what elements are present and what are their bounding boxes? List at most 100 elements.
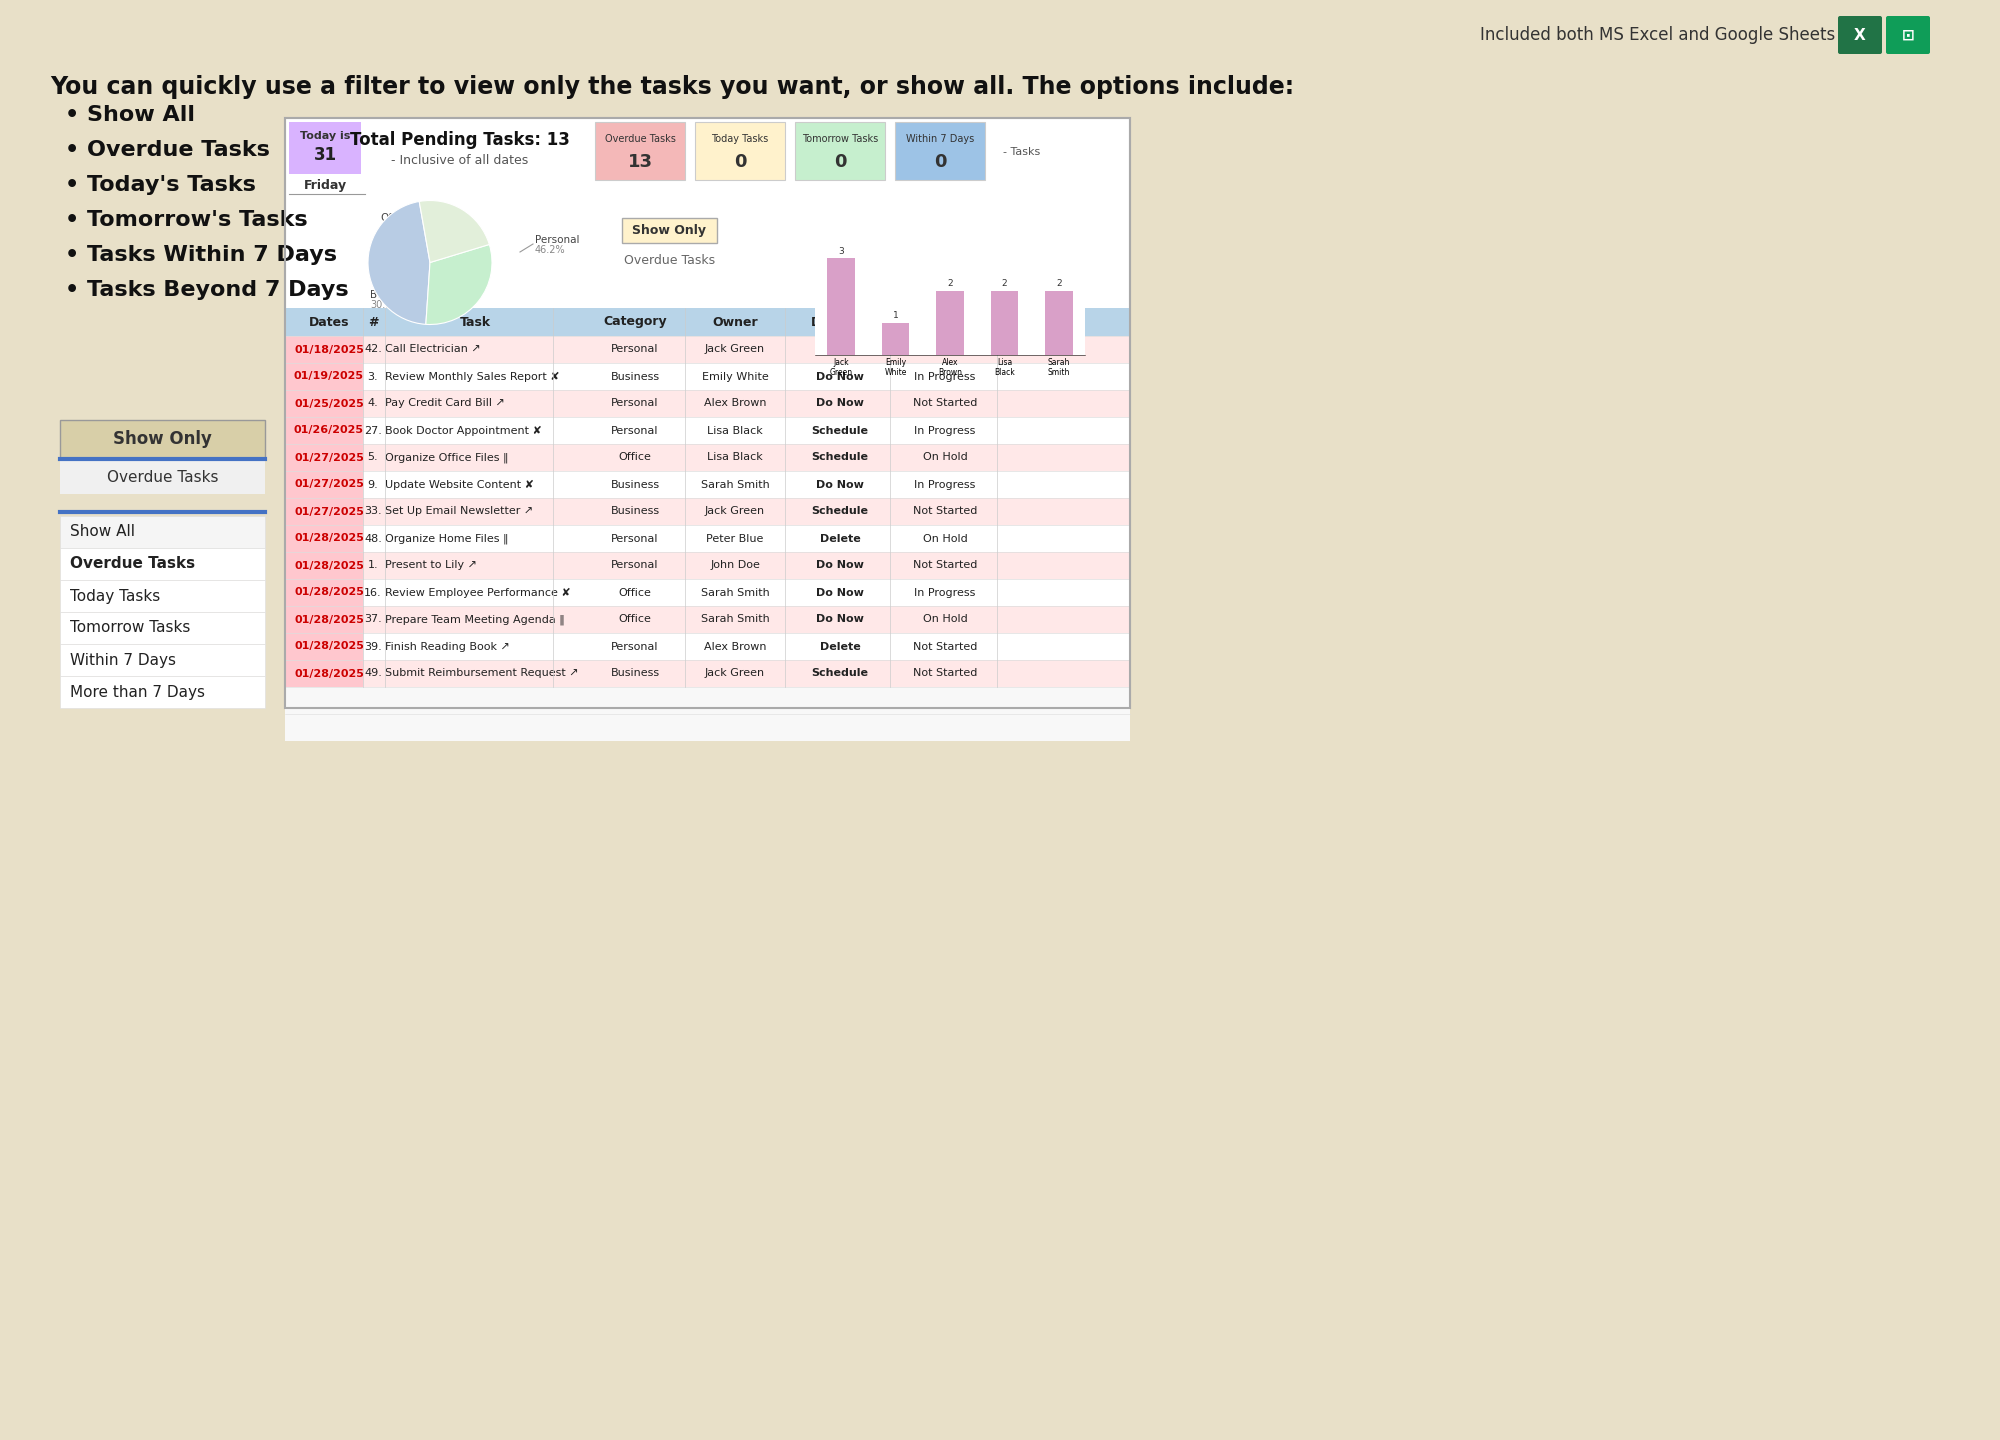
Text: 1.: 1. — [368, 560, 378, 570]
Text: 31: 31 — [314, 145, 336, 164]
Text: Jack Green: Jack Green — [704, 668, 766, 678]
Text: 01/28/2025: 01/28/2025 — [294, 588, 364, 598]
Text: Finish Reading Book ↗︎: Finish Reading Book ↗︎ — [384, 641, 510, 651]
Bar — [60, 644, 264, 675]
Text: 33.: 33. — [364, 507, 382, 517]
Text: Office: Office — [380, 213, 410, 223]
Text: Office: Office — [618, 452, 652, 462]
Text: 01/27/2025: 01/27/2025 — [294, 452, 364, 462]
Text: Organize Home Files ‖: Organize Home Files ‖ — [384, 533, 508, 544]
Bar — [286, 418, 364, 444]
Text: Prepare Team Meeting Agenda ‖: Prepare Team Meeting Agenda ‖ — [384, 615, 564, 625]
Text: • Tasks Beyond 7 Days: • Tasks Beyond 7 Days — [64, 279, 348, 300]
Text: Do Now: Do Now — [816, 560, 864, 570]
Text: 46.2%: 46.2% — [536, 245, 566, 255]
Text: Show Only: Show Only — [632, 225, 706, 238]
Text: 01/28/2025: 01/28/2025 — [294, 615, 364, 625]
Text: 9.: 9. — [368, 480, 378, 490]
Text: Not Started: Not Started — [912, 668, 978, 678]
Text: Business: Business — [370, 289, 416, 300]
Text: Submit Reimbursement Request ↗︎: Submit Reimbursement Request ↗︎ — [384, 668, 578, 678]
Text: 01/27/2025: 01/27/2025 — [294, 507, 364, 517]
Text: 3: 3 — [838, 246, 844, 256]
Text: 0: 0 — [734, 153, 746, 171]
Bar — [286, 363, 364, 390]
Text: Do Now: Do Now — [816, 399, 864, 409]
Text: 1: 1 — [892, 311, 898, 320]
Text: Not Started: Not Started — [912, 641, 978, 651]
Text: Business: Business — [610, 507, 660, 517]
Text: Personal: Personal — [612, 533, 658, 543]
Bar — [364, 336, 1130, 363]
Bar — [286, 498, 364, 526]
Text: Personal: Personal — [612, 425, 658, 435]
Text: • Overdue Tasks: • Overdue Tasks — [64, 140, 270, 160]
Text: 23.1%: 23.1% — [380, 223, 410, 233]
Text: 4.: 4. — [368, 399, 378, 409]
Bar — [828, 258, 854, 356]
Wedge shape — [426, 245, 492, 324]
Text: In Progress: In Progress — [914, 480, 976, 490]
Text: Today Tasks: Today Tasks — [70, 589, 160, 603]
Bar — [364, 552, 1130, 579]
Bar — [364, 498, 1130, 526]
Bar — [286, 471, 364, 498]
Text: Do Now: Do Now — [816, 480, 864, 490]
Text: 3.: 3. — [368, 372, 378, 382]
Text: Set Up Email Newsletter ↗︎: Set Up Email Newsletter ↗︎ — [384, 507, 534, 517]
Bar — [364, 579, 1130, 606]
Text: Schedule: Schedule — [812, 668, 868, 678]
Bar — [896, 122, 984, 180]
Bar — [60, 420, 264, 458]
Text: Review Monthly Sales Report ✘: Review Monthly Sales Report ✘ — [384, 372, 560, 382]
Bar — [364, 606, 1130, 634]
Text: 42.: 42. — [364, 344, 382, 354]
Text: Lisa Black: Lisa Black — [708, 425, 762, 435]
Text: On Hold: On Hold — [922, 452, 968, 462]
Bar — [364, 634, 1130, 660]
Text: Within 7 Days: Within 7 Days — [70, 652, 176, 668]
Text: Business: Business — [610, 480, 660, 490]
Text: 01/28/2025: 01/28/2025 — [294, 560, 364, 570]
Text: 01/28/2025: 01/28/2025 — [294, 533, 364, 543]
Bar — [696, 122, 784, 180]
Bar — [286, 526, 364, 552]
Bar — [364, 444, 1130, 471]
Text: John Doe: John Doe — [710, 560, 760, 570]
Bar — [286, 714, 1130, 742]
Bar — [286, 308, 1130, 336]
Bar — [364, 418, 1130, 444]
Text: Do Now: Do Now — [816, 372, 864, 382]
Bar — [364, 526, 1130, 552]
FancyBboxPatch shape — [1838, 16, 1882, 53]
Text: Not Started: Not Started — [912, 507, 978, 517]
Bar — [60, 675, 264, 708]
Text: On Hold: On Hold — [922, 615, 968, 625]
Text: Decision: Decision — [810, 315, 870, 328]
Bar — [286, 579, 364, 606]
Text: 2: 2 — [1056, 279, 1062, 288]
Bar — [364, 471, 1130, 498]
Bar — [796, 122, 884, 180]
Text: Personal: Personal — [612, 344, 658, 354]
Bar — [288, 122, 360, 174]
Text: Within 7 Days: Within 7 Days — [906, 134, 974, 144]
Text: Emily White: Emily White — [702, 372, 768, 382]
Text: • Show All: • Show All — [64, 105, 196, 125]
Text: 01/28/2025: 01/28/2025 — [294, 668, 364, 678]
Text: Overdue Tasks: Overdue Tasks — [624, 255, 716, 268]
Text: Included both MS Excel and Google Sheets: Included both MS Excel and Google Sheets — [1480, 26, 1836, 45]
Text: Delete: Delete — [820, 533, 860, 543]
Text: Personal: Personal — [612, 641, 658, 651]
Text: Business: Business — [610, 668, 660, 678]
Bar — [882, 323, 910, 356]
Text: Peter Blue: Peter Blue — [706, 533, 764, 543]
Text: 49.: 49. — [364, 668, 382, 678]
Text: Not Started: Not Started — [912, 560, 978, 570]
FancyBboxPatch shape — [1886, 16, 1930, 53]
Text: Organize Office Files ‖: Organize Office Files ‖ — [384, 452, 508, 462]
Text: 5.: 5. — [368, 452, 378, 462]
Bar — [286, 660, 364, 687]
Bar — [60, 516, 264, 549]
Wedge shape — [420, 200, 490, 262]
